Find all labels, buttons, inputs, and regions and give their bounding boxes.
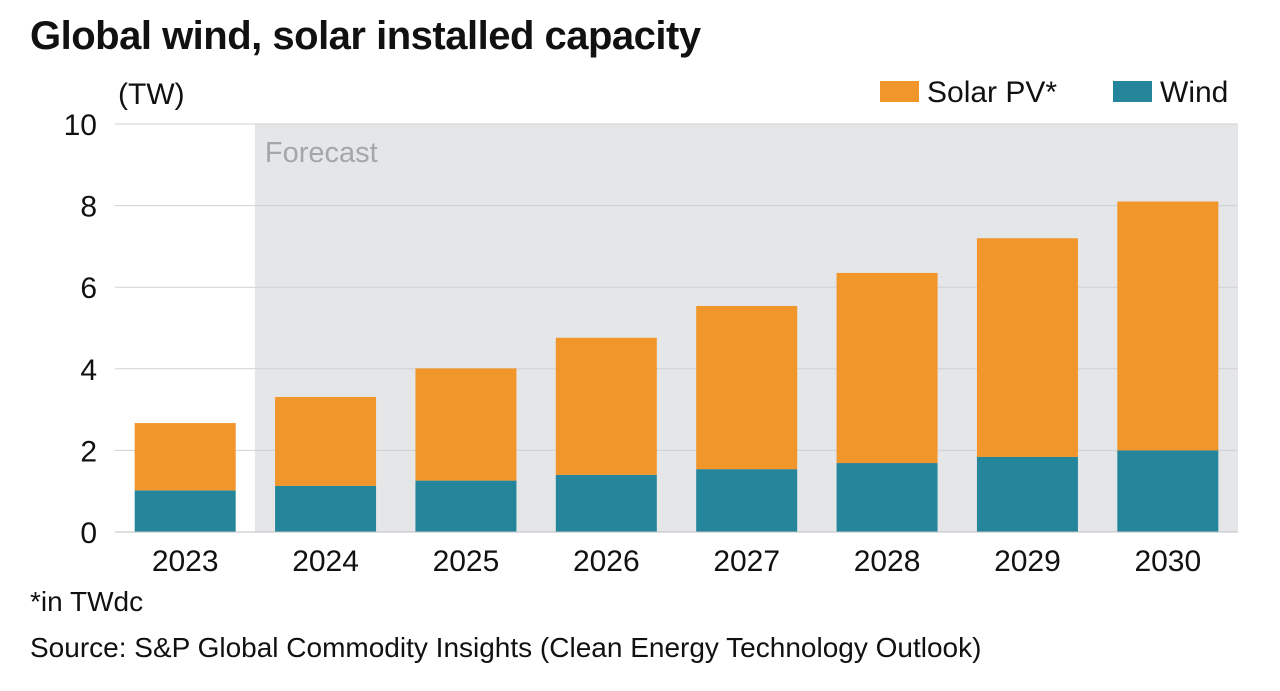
legend-label: Wind — [1160, 76, 1228, 109]
legend-label: Solar PV* — [927, 76, 1057, 109]
y-tick-label: 2 — [80, 435, 97, 468]
bar-solar-pv-2024 — [275, 396, 377, 486]
y-axis-ticks: 0 2 4 6 8 10 — [64, 109, 97, 550]
x-tick-label: 2030 — [1134, 545, 1201, 578]
x-tick-label: 2027 — [713, 545, 780, 578]
bar-solar-pv-2025 — [415, 368, 517, 481]
forecast-label: Forecast — [265, 137, 378, 169]
bar-solar-pv-2030 — [1117, 201, 1219, 451]
bar-wind-2030 — [1117, 450, 1219, 532]
footnote: *in TWdc — [30, 586, 144, 617]
x-tick-label: 2025 — [433, 545, 500, 578]
bar-wind-2029 — [976, 456, 1078, 532]
bar-wind-2026 — [555, 474, 657, 532]
y-tick-label: 4 — [80, 354, 97, 387]
x-tick-label: 2026 — [573, 545, 640, 578]
bar-wind-2027 — [696, 469, 798, 532]
bar-solar-pv-2026 — [555, 337, 657, 475]
x-axis-ticks: 2023 2024 2025 2026 2027 2028 2029 2030 — [152, 545, 1201, 578]
chart-title: Global wind, solar installed capacity — [30, 14, 701, 58]
legend-swatch — [880, 81, 919, 102]
source-note: Source: S&P Global Commodity Insights (C… — [30, 632, 982, 663]
y-axis-label: (TW) — [118, 78, 185, 111]
bar-solar-pv-2023 — [134, 423, 236, 491]
bars — [134, 201, 1219, 532]
bar-wind-2025 — [415, 480, 517, 532]
x-tick-label: 2023 — [152, 545, 219, 578]
legend: Solar PV* Wind — [880, 76, 1228, 109]
x-tick-label: 2028 — [854, 545, 921, 578]
y-tick-label: 6 — [80, 272, 97, 305]
bar-solar-pv-2029 — [976, 238, 1078, 457]
bar-wind-2023 — [134, 490, 236, 532]
bar-solar-pv-2027 — [696, 305, 798, 470]
y-tick-label: 0 — [80, 517, 97, 550]
y-tick-label: 8 — [80, 191, 97, 224]
x-tick-label: 2029 — [994, 545, 1061, 578]
y-tick-label: 10 — [64, 109, 97, 142]
bar-wind-2024 — [275, 485, 377, 532]
bar-wind-2028 — [836, 463, 938, 532]
legend-swatch — [1113, 81, 1152, 102]
x-tick-label: 2024 — [292, 545, 359, 578]
bar-solar-pv-2028 — [836, 272, 938, 464]
